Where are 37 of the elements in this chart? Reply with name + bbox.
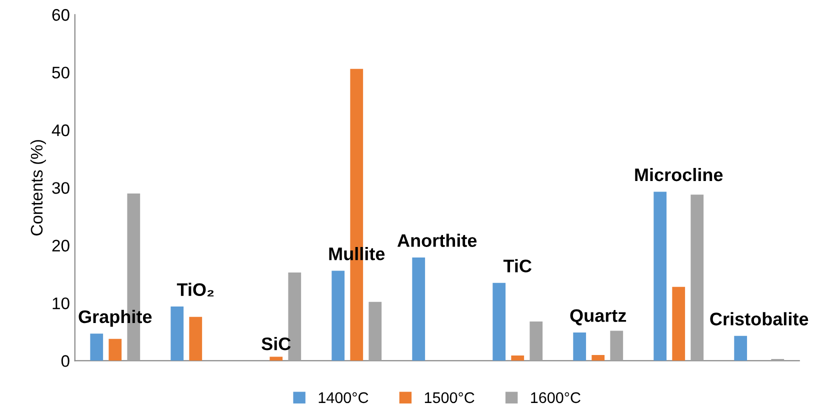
bar — [511, 356, 524, 361]
y-tick-label: 40 — [52, 124, 70, 136]
x-tick-label: TiC — [503, 259, 532, 272]
x-tick-label: Microcline — [635, 168, 723, 182]
bar — [492, 282, 506, 361]
legend-label: 1600°C — [531, 392, 580, 404]
bar — [734, 336, 748, 361]
bar — [108, 338, 122, 361]
x-tick-label: TiO₂ — [176, 282, 214, 296]
bar — [332, 270, 345, 361]
bar — [672, 286, 686, 361]
x-tick-label: Anorthite — [397, 234, 477, 247]
y-tick-label: 30 — [52, 182, 70, 194]
legend-label: 1400°C — [318, 392, 368, 404]
bar — [690, 194, 704, 361]
bar — [610, 330, 624, 361]
bar — [573, 332, 586, 361]
bar — [530, 322, 543, 361]
x-tick-label: Quartz — [570, 309, 626, 326]
x-tick-label: Graphite — [78, 310, 152, 327]
x-tick-label: Cristobalite — [710, 312, 808, 326]
bar — [654, 192, 667, 361]
bar — [189, 316, 202, 361]
y-tick-label: 50 — [52, 66, 70, 79]
bar — [90, 334, 104, 361]
y-tick-label: 0 — [61, 355, 70, 367]
y-axis-title: Contents (%) — [30, 140, 46, 236]
bar — [270, 356, 283, 361]
bar — [412, 257, 426, 361]
bar — [368, 302, 382, 361]
legend-label: 1500°C — [424, 392, 474, 404]
y-tick-label: 60 — [52, 9, 70, 21]
bar — [170, 306, 184, 361]
y-tick-label: 20 — [52, 240, 70, 252]
x-tick-label: SiC — [262, 336, 291, 350]
y-tick-label: 10 — [52, 297, 70, 310]
bar — [592, 354, 605, 361]
